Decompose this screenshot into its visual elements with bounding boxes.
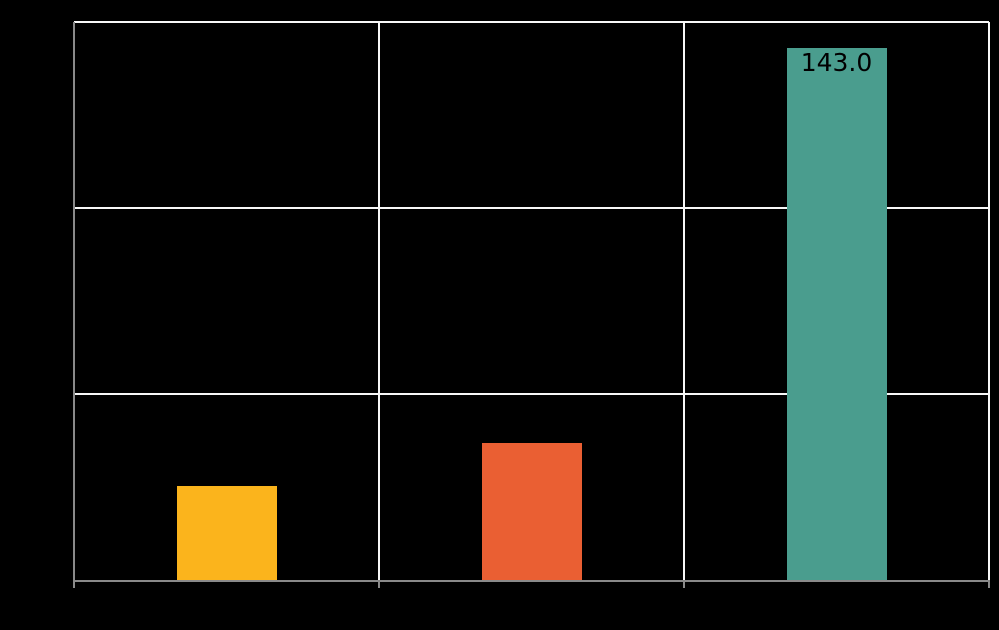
gridline-horizontal-upper <box>74 206 989 209</box>
gridline-horizontal-lower <box>74 393 989 395</box>
plot-area: 143.0 <box>73 21 990 588</box>
gridline-vertical-right <box>988 22 990 580</box>
gridline-vertical-1 <box>377 22 380 580</box>
y-axis-line <box>73 22 75 588</box>
bar-category-1 <box>176 485 277 580</box>
x-axis-line <box>73 580 990 582</box>
x-axis-tick-1 <box>377 580 380 588</box>
gridline-horizontal-top <box>74 21 989 23</box>
gridline-vertical-2 <box>683 22 685 580</box>
bar-value-label-3: 143.0 <box>800 48 873 78</box>
bar-category-3: 143.0 <box>786 48 887 580</box>
bar-category-2 <box>481 443 582 580</box>
x-axis-tick-2 <box>683 580 685 588</box>
x-axis-tick-3 <box>988 580 990 588</box>
